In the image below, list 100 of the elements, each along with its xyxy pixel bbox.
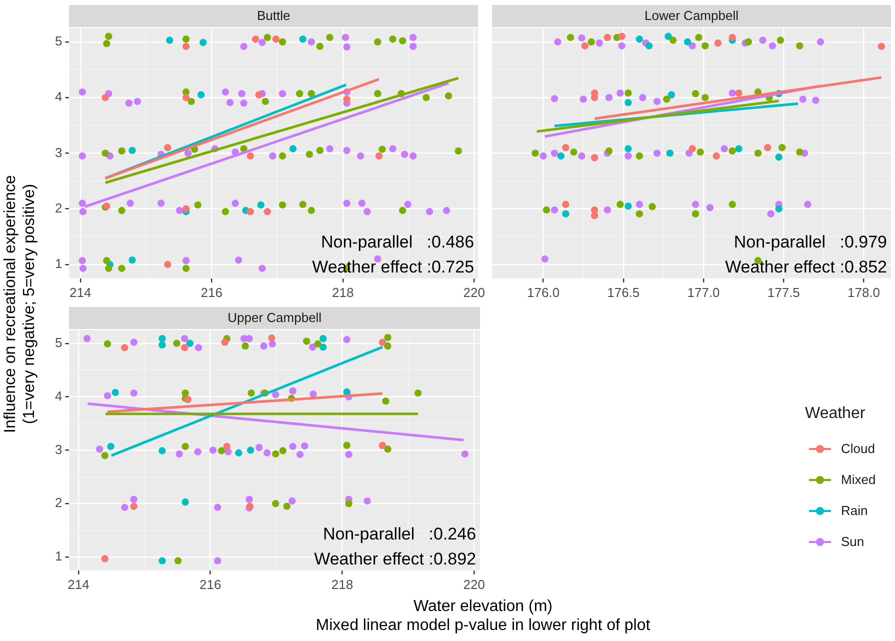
point (258, 264, 266, 272)
point (296, 450, 304, 458)
x-tick-label: 216 (199, 576, 222, 592)
point (78, 256, 86, 264)
point (125, 100, 133, 107)
point (310, 390, 317, 398)
point (314, 340, 322, 348)
point (182, 94, 190, 102)
point (235, 449, 242, 456)
point (618, 32, 626, 40)
point (176, 206, 184, 214)
chart-title: Upper Campbell (69, 307, 480, 329)
point (378, 442, 386, 449)
point (104, 392, 112, 400)
point (636, 152, 644, 160)
point (389, 36, 396, 43)
point (182, 205, 190, 212)
point (272, 391, 280, 398)
point (444, 92, 452, 100)
point (248, 389, 255, 397)
point (382, 397, 390, 405)
point (194, 448, 202, 456)
point (164, 260, 172, 268)
point (384, 334, 392, 342)
point (246, 152, 254, 160)
point (754, 150, 762, 157)
point (278, 152, 286, 160)
point (223, 442, 230, 450)
point (345, 500, 352, 508)
point (289, 387, 296, 394)
point (198, 91, 205, 98)
point (588, 38, 595, 46)
point (570, 148, 578, 156)
point (264, 208, 272, 216)
point (688, 145, 696, 152)
point (158, 334, 166, 342)
chart-title: Buttle (69, 5, 478, 27)
point (566, 34, 574, 42)
point (540, 152, 547, 160)
point (234, 256, 242, 264)
point (624, 90, 632, 97)
point (182, 442, 189, 450)
point (343, 200, 350, 207)
point (226, 98, 234, 106)
point (83, 334, 91, 342)
y-tick-label: 3 (54, 144, 62, 160)
annotation: Weather effect :0.892 (314, 549, 476, 568)
point (240, 42, 248, 50)
point (252, 36, 260, 43)
point (342, 34, 350, 42)
point (308, 38, 315, 46)
point (105, 264, 112, 272)
point (319, 343, 327, 351)
point (343, 336, 350, 344)
point (264, 34, 272, 42)
point (278, 38, 286, 46)
point (242, 342, 249, 350)
point (343, 146, 350, 154)
x-tick-label: 177.5 (767, 284, 800, 300)
point (118, 147, 126, 155)
point (200, 38, 207, 46)
point (182, 256, 190, 264)
point (542, 206, 550, 214)
point (378, 146, 386, 153)
point (130, 338, 138, 346)
point (398, 37, 406, 44)
point (616, 90, 624, 97)
y-tick-label: 1 (54, 256, 62, 272)
point (118, 206, 126, 214)
point (262, 98, 270, 106)
point (121, 344, 128, 352)
point (316, 146, 324, 154)
point (283, 502, 290, 510)
point (257, 201, 264, 209)
y-tick-label: 3 (54, 442, 62, 457)
point (541, 255, 548, 263)
point (744, 38, 752, 46)
point (728, 34, 736, 42)
point (692, 90, 700, 98)
annotation: Non-parallel :0.486 (320, 232, 474, 252)
point (158, 447, 166, 454)
x-tick-label: 177.0 (687, 284, 720, 300)
point (289, 442, 296, 450)
y-tick-label: 4 (54, 89, 62, 104)
point (194, 344, 202, 352)
point (706, 204, 714, 212)
point (107, 442, 114, 450)
point (624, 145, 632, 152)
point (768, 42, 776, 50)
point (532, 150, 539, 157)
point (121, 504, 128, 511)
point (260, 342, 268, 350)
point (174, 557, 182, 564)
point (605, 94, 613, 102)
point (299, 36, 306, 43)
point (130, 502, 138, 510)
point (221, 338, 228, 346)
point (102, 150, 109, 157)
point (308, 343, 316, 351)
point (688, 42, 696, 50)
